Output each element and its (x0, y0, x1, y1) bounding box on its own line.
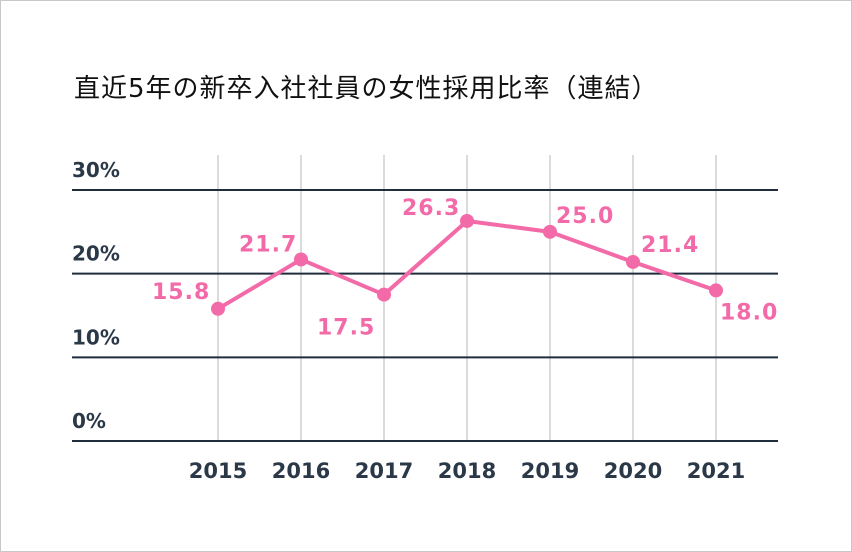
data-label: 17.5 (317, 316, 375, 341)
x-tick-label: 2020 (604, 459, 662, 483)
chart-title: 直近5年の新卒入社社員の女性採用比率（連結） (74, 74, 659, 104)
x-tick-label: 2018 (438, 459, 496, 483)
y-tick-label: 20% (72, 242, 120, 266)
data-point (543, 224, 557, 239)
y-tick-label: 10% (72, 325, 120, 349)
x-tick-label: 2021 (687, 459, 745, 483)
x-tick-label: 2016 (272, 459, 330, 483)
data-label: 18.0 (720, 300, 778, 325)
data-point (294, 252, 308, 267)
y-tick-label: 30% (72, 158, 120, 182)
x-tick-label: 2015 (189, 459, 247, 483)
y-tick-label: 0% (72, 409, 106, 433)
data-point (460, 213, 474, 228)
x-tick-label: 2017 (355, 459, 413, 483)
data-label: 21.4 (641, 233, 699, 258)
data-point (709, 283, 723, 298)
data-label: 15.8 (152, 280, 210, 305)
data-label: 25.0 (556, 204, 614, 229)
data-point (626, 254, 640, 269)
data-label: 26.3 (402, 196, 460, 221)
data-point (377, 287, 391, 302)
data-point (211, 301, 225, 316)
data-label: 21.7 (239, 232, 297, 257)
x-tick-label: 2019 (521, 459, 579, 483)
